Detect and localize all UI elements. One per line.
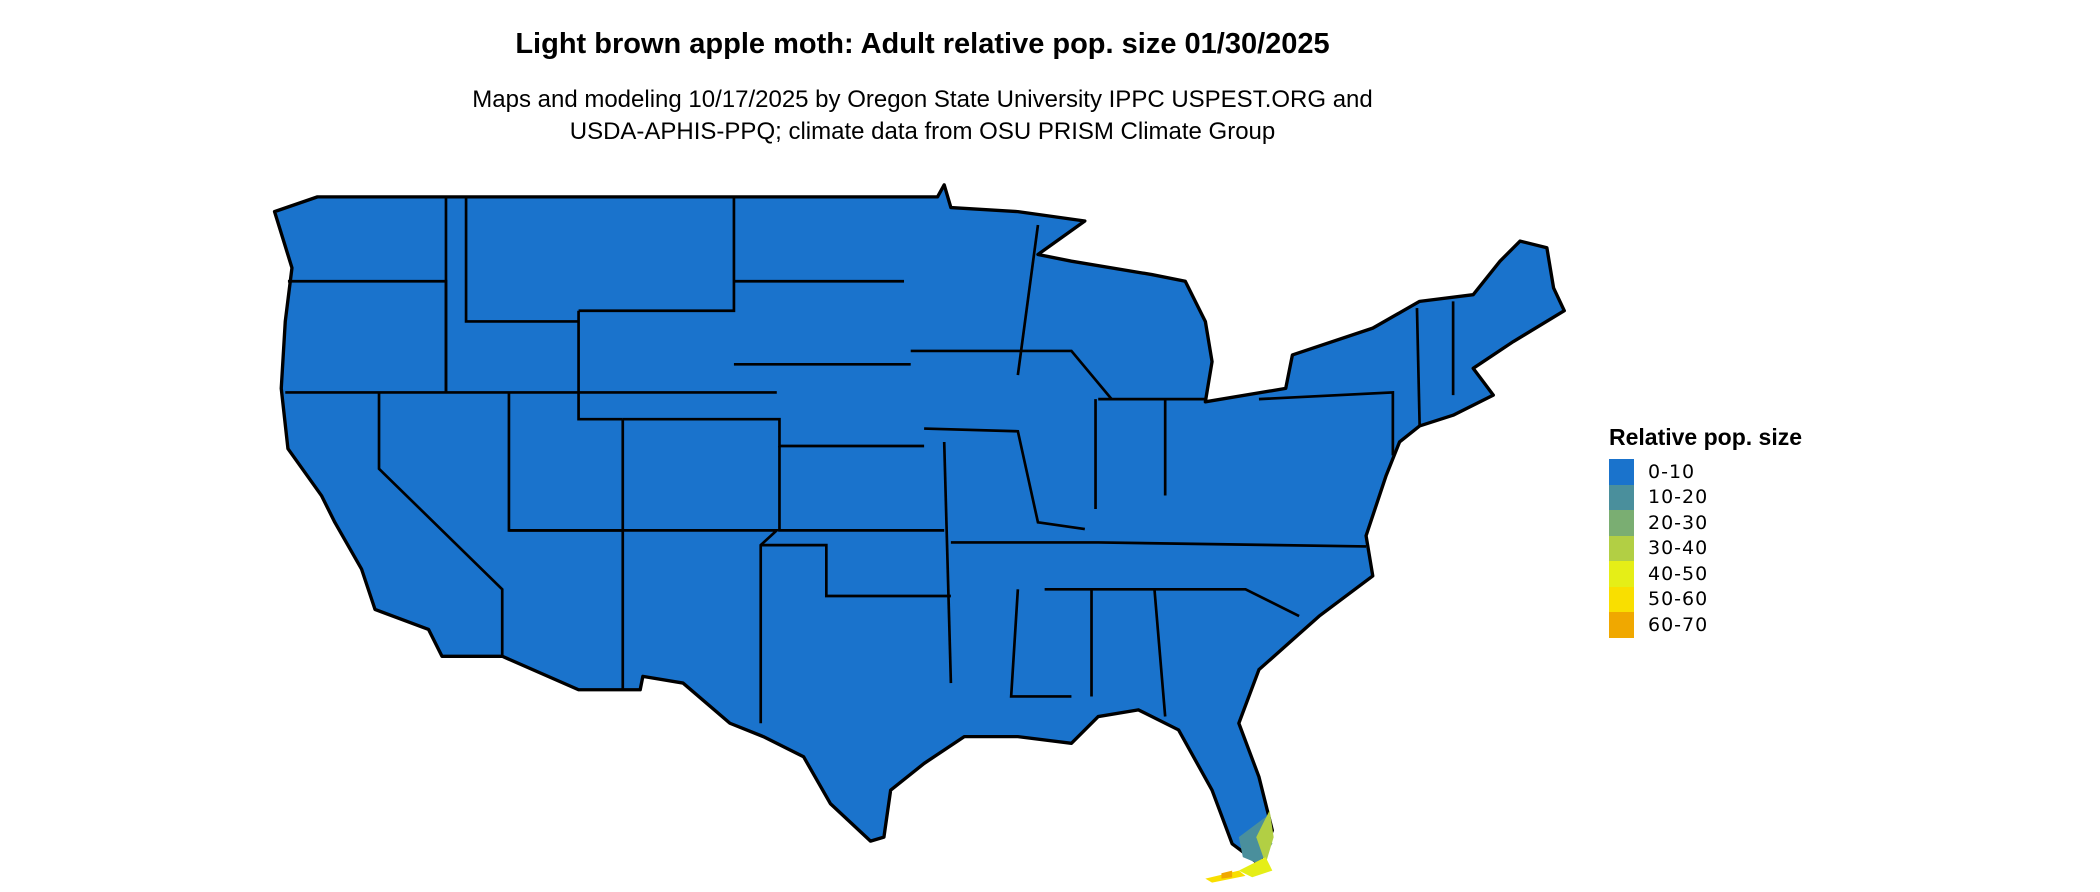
legend-label: 50-60	[1648, 588, 1709, 611]
state-border	[1016, 224, 1040, 376]
legend-label: 40-50	[1648, 562, 1709, 585]
map-subtitle-line-1: Maps and modeling 10/17/2025 by Oregon S…	[472, 86, 1373, 113]
state-border	[778, 446, 945, 532]
state-border	[508, 529, 781, 724]
legend-item: 40-50	[1609, 561, 1802, 587]
state-borders	[285, 196, 1455, 724]
state-border	[910, 349, 1113, 400]
map-title: Light brown apple moth: Adult relative p…	[515, 28, 1330, 60]
state-border	[1009, 589, 1072, 698]
legend-swatch	[1609, 535, 1634, 561]
legend-swatch	[1609, 586, 1634, 612]
state-border	[377, 392, 504, 657]
florida-hotspot	[1205, 810, 1274, 883]
hotspot-area	[1256, 810, 1274, 864]
legend-item: 10-20	[1609, 484, 1802, 510]
legend-swatch	[1609, 459, 1634, 485]
legend-swatch	[1609, 612, 1634, 638]
state-border	[1153, 589, 1167, 717]
state-border	[760, 543, 951, 598]
state-border	[950, 541, 1367, 548]
state-border	[577, 310, 623, 421]
legend-swatch	[1609, 510, 1634, 536]
legend-label: 0-10	[1648, 460, 1696, 483]
state-border	[1415, 308, 1421, 426]
legend-label: 30-40	[1648, 537, 1709, 560]
legend-item: 60-70	[1609, 612, 1802, 638]
hotspot-area	[1221, 870, 1233, 879]
state-border	[942, 441, 953, 684]
legend-swatch	[1609, 484, 1634, 510]
legend-swatch	[1609, 561, 1634, 587]
legend-label: 10-20	[1648, 486, 1709, 509]
state-border	[578, 196, 736, 313]
hotspot-area	[1238, 857, 1273, 878]
legend-label: 20-30	[1648, 511, 1709, 534]
legend-item: 20-30	[1609, 510, 1802, 536]
state-border	[1044, 587, 1300, 618]
legend-item: 0-10	[1609, 459, 1802, 485]
legend-title: Relative pop. size	[1609, 424, 1803, 450]
map-subtitle-line-2: USDA-APHIS-PPQ; climate data from OSU PR…	[569, 118, 1276, 145]
legend-item: 50-60	[1609, 586, 1802, 612]
state-border	[1258, 391, 1395, 456]
state-border	[464, 196, 579, 323]
legend-label: 60-70	[1648, 613, 1709, 636]
state-border	[622, 417, 925, 448]
legend: Relative pop. size 0-10 10-20 20-30 30-40 40…	[1609, 424, 1802, 638]
state-border	[924, 427, 1086, 531]
legend-item: 30-40	[1609, 535, 1802, 561]
us-outline	[272, 183, 1566, 866]
